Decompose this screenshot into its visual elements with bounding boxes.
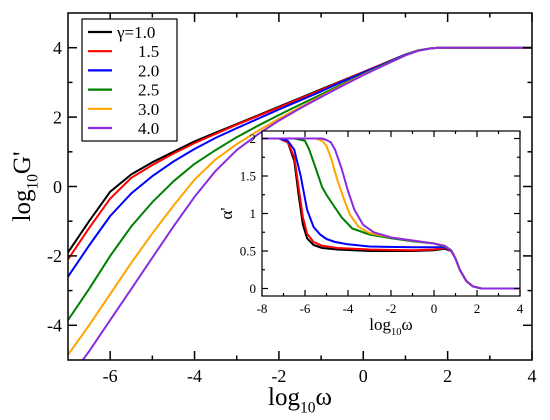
inset-series-group (262, 137, 520, 290)
main-ytick-label: 4 (53, 38, 62, 58)
main-plot: -6 -4 -2 0 2 4 -4 -2 0 2 4 log10ω log10G' (9, 12, 537, 417)
inset-x-axis-label: log10ω (369, 315, 412, 338)
inset-ytick-label: 1 (250, 206, 257, 221)
main-xtick-label: 4 (528, 366, 537, 386)
main-xtick-label: -6 (103, 366, 118, 386)
main-xtick-label: 2 (443, 366, 452, 386)
main-y-axis-label: log10G' (9, 151, 42, 221)
inset-xtick-label: -6 (300, 301, 311, 316)
inset-xtick-label: -8 (257, 301, 268, 316)
inset-ytick-label: 0.5 (240, 244, 256, 259)
inset-xtick-label: 0 (431, 301, 438, 316)
legend-box (81, 18, 178, 142)
inset-series-line-4.0 (262, 137, 520, 290)
inset-ytick-label: 1.5 (240, 169, 256, 184)
legend-label-3.0: 3.0 (138, 100, 159, 119)
main-ytick-label: 2 (53, 107, 62, 127)
legend-label-1.0: γ=1.0 (116, 23, 155, 42)
main-ytick-label: -2 (47, 246, 62, 266)
main-xtick-label: 0 (359, 366, 368, 386)
inset-xtick-label: -4 (343, 301, 354, 316)
main-series-group (68, 46, 532, 360)
inset-y-axis-label: α' (217, 208, 236, 220)
main-ytick-label: -4 (47, 316, 62, 336)
legend-label-1.5: 1.5 (138, 42, 159, 61)
legend-label-2.0: 2.0 (138, 61, 159, 80)
legend: γ=1.01.52.02.53.04.0 (81, 18, 178, 142)
legend-label-2.5: 2.5 (138, 81, 159, 100)
inset-ytick-label: 2 (250, 131, 257, 146)
main-x-axis-label: log10ω (268, 384, 332, 417)
legend-label-4.0: 4.0 (138, 119, 159, 138)
inset-ytick-label: 0 (250, 281, 257, 296)
main-xtick-label: -4 (187, 366, 202, 386)
inset-plot: -8 -6 -4 -2 0 2 4 0 0.5 1 1.5 2 log10ω α' (217, 130, 524, 338)
main-ytick-label: 0 (53, 177, 62, 197)
inset-xtick-label: 2 (474, 301, 481, 316)
inset-xtick-label: 4 (517, 301, 524, 316)
main-xtick-label: -2 (271, 366, 286, 386)
inset-xtick-label: -2 (386, 301, 397, 316)
main-series-line-4.0 (81, 46, 532, 360)
inset-background (262, 131, 520, 296)
